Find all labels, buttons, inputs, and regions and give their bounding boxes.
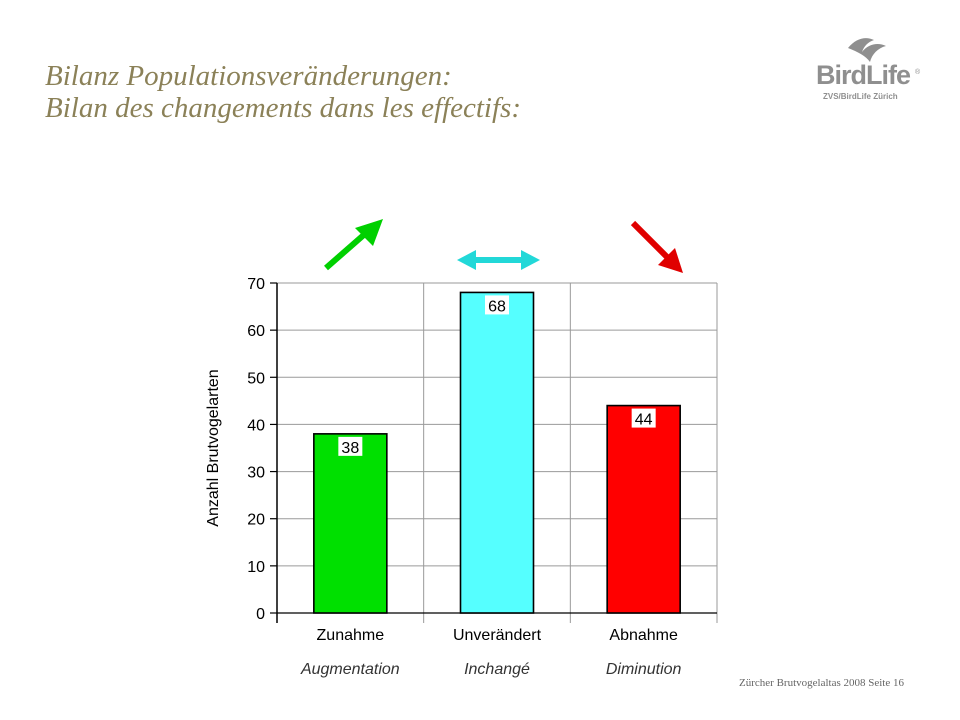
y-tick-label: 70 bbox=[247, 276, 265, 293]
x-category-label-fr: Diminution bbox=[606, 661, 682, 678]
y-tick-label: 20 bbox=[247, 512, 265, 529]
data-label: 68 bbox=[488, 298, 506, 315]
footer-text: Zürcher Brutvogelaltas 2008 Seite 16 bbox=[739, 677, 904, 689]
y-tick-label: 40 bbox=[247, 417, 265, 434]
logo-name: BirdLife bbox=[816, 60, 911, 90]
up-right-arrow-icon bbox=[324, 219, 383, 271]
data-label: 38 bbox=[341, 440, 359, 457]
arrow-shaft bbox=[324, 230, 368, 271]
bar-zunahme bbox=[313, 433, 388, 614]
y-tick-label: 50 bbox=[247, 370, 265, 387]
x-category-label-fr: Augmentation bbox=[300, 661, 400, 678]
x-category-labels: Zunahme Augmentation Unverändert Inchangé Ab… bbox=[300, 627, 682, 678]
data-label-box bbox=[631, 408, 656, 428]
logo-subtitle: ZVS/BirdLife Zürich bbox=[823, 92, 898, 101]
data-label-box bbox=[485, 295, 509, 315]
x-category-label: Unverändert bbox=[453, 627, 542, 644]
birdlife-logo: BirdLife ® ZVS/BirdLife Zürich bbox=[808, 34, 920, 104]
x-category-label-fr: Inchangé bbox=[464, 661, 530, 678]
title-german: Bilanz Populationsveränderungen: bbox=[45, 60, 452, 92]
y-tick-label: 60 bbox=[247, 323, 265, 340]
bar-abnahme bbox=[606, 404, 681, 614]
logo-registered-mark: ® bbox=[915, 69, 921, 76]
data-label-box bbox=[338, 436, 363, 456]
left-right-arrow-icon bbox=[457, 250, 540, 270]
x-category-label: Abnahme bbox=[609, 627, 678, 644]
chart-bars: 38 68 44 bbox=[313, 291, 681, 614]
arrow-head-right bbox=[521, 250, 540, 270]
data-label: 44 bbox=[635, 412, 653, 429]
arrow-head bbox=[658, 248, 683, 273]
chart-arrows bbox=[324, 219, 683, 273]
y-tick-label: 10 bbox=[247, 559, 265, 576]
arrow-shaft bbox=[630, 220, 671, 261]
arrow-head bbox=[355, 219, 383, 246]
slide-title: Bilanz Populationsveränderungen: Bilan d… bbox=[45, 60, 521, 124]
down-right-arrow-icon bbox=[630, 220, 683, 273]
bird-icon bbox=[848, 38, 886, 62]
bar-unverändert bbox=[459, 291, 535, 614]
x-category-label: Zunahme bbox=[317, 627, 385, 644]
y-axis-label: Anzahl Brutvogelarten bbox=[205, 369, 222, 526]
y-tick-label: 0 bbox=[256, 606, 265, 623]
title-french: Bilan des changements dans les effectifs… bbox=[45, 92, 521, 124]
y-tick-labels: 0 10 20 30 40 50 60 70 bbox=[247, 276, 265, 623]
arrow-head-left bbox=[457, 250, 476, 270]
y-tick-label: 30 bbox=[247, 465, 265, 482]
